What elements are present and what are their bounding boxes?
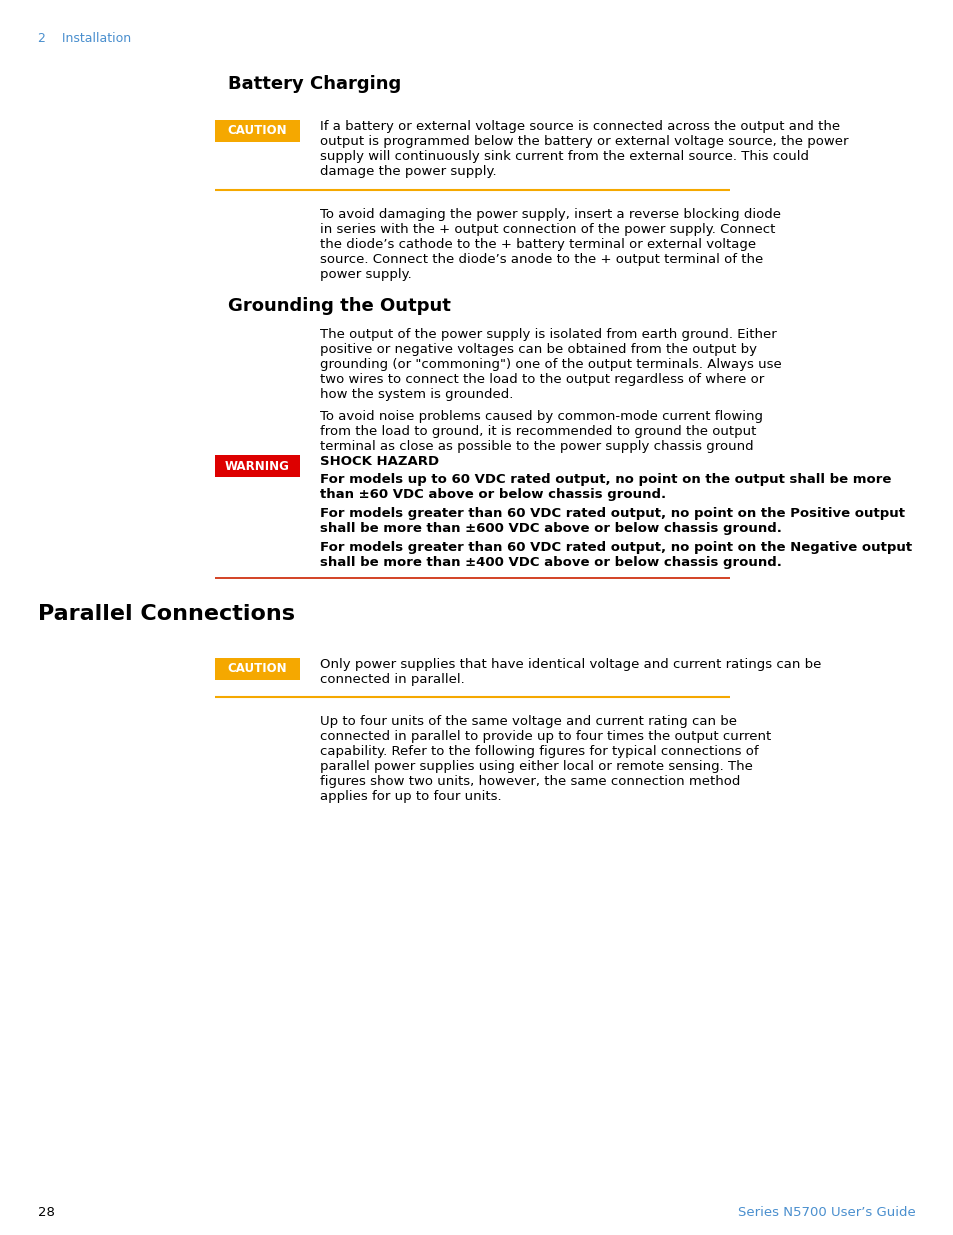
Text: the diode’s cathode to the + battery terminal or external voltage: the diode’s cathode to the + battery ter… — [319, 238, 756, 251]
Text: in series with the + output connection of the power supply. Connect: in series with the + output connection o… — [319, 224, 775, 236]
Text: applies for up to four units.: applies for up to four units. — [319, 790, 501, 803]
Text: two wires to connect the load to the output regardless of where or: two wires to connect the load to the out… — [319, 373, 763, 387]
Text: CAUTION: CAUTION — [228, 125, 287, 137]
Text: grounding (or "commoning") one of the output terminals. Always use: grounding (or "commoning") one of the ou… — [319, 358, 781, 370]
Text: shall be more than ±400 VDC above or below chassis ground.: shall be more than ±400 VDC above or bel… — [319, 556, 781, 569]
FancyBboxPatch shape — [214, 658, 299, 680]
Text: how the system is grounded.: how the system is grounded. — [319, 388, 513, 401]
Text: SHOCK HAZARD: SHOCK HAZARD — [319, 454, 438, 468]
Text: power supply.: power supply. — [319, 268, 412, 282]
Text: For models greater than 60 VDC rated output, no point on the Positive output: For models greater than 60 VDC rated out… — [319, 508, 904, 520]
Text: Parallel Connections: Parallel Connections — [38, 604, 294, 624]
Text: supply will continuously sink current from the external source. This could: supply will continuously sink current fr… — [319, 149, 808, 163]
Text: from the load to ground, it is recommended to ground the output: from the load to ground, it is recommend… — [319, 425, 756, 438]
Text: To avoid noise problems caused by common-mode current flowing: To avoid noise problems caused by common… — [319, 410, 762, 424]
Text: positive or negative voltages can be obtained from the output by: positive or negative voltages can be obt… — [319, 343, 757, 356]
FancyBboxPatch shape — [214, 120, 299, 142]
Text: Series N5700 User’s Guide: Series N5700 User’s Guide — [738, 1207, 915, 1219]
Text: figures show two units, however, the same connection method: figures show two units, however, the sam… — [319, 776, 740, 788]
Text: connected in parallel.: connected in parallel. — [319, 673, 464, 685]
Text: Grounding the Output: Grounding the Output — [228, 296, 451, 315]
Text: Only power supplies that have identical voltage and current ratings can be: Only power supplies that have identical … — [319, 658, 821, 671]
Text: connected in parallel to provide up to four times the output current: connected in parallel to provide up to f… — [319, 730, 770, 743]
Text: than ±60 VDC above or below chassis ground.: than ±60 VDC above or below chassis grou… — [319, 488, 665, 501]
Text: WARNING: WARNING — [225, 459, 290, 473]
Text: parallel power supplies using either local or remote sensing. The: parallel power supplies using either loc… — [319, 760, 752, 773]
Text: 2    Installation: 2 Installation — [38, 32, 131, 44]
Text: CAUTION: CAUTION — [228, 662, 287, 676]
Text: Up to four units of the same voltage and current rating can be: Up to four units of the same voltage and… — [319, 715, 737, 727]
Text: For models greater than 60 VDC rated output, no point on the Negative output: For models greater than 60 VDC rated out… — [319, 541, 911, 555]
Text: The output of the power supply is isolated from earth ground. Either: The output of the power supply is isolat… — [319, 329, 776, 341]
Text: For models up to 60 VDC rated output, no point on the output shall be more: For models up to 60 VDC rated output, no… — [319, 473, 890, 487]
Text: capability. Refer to the following figures for typical connections of: capability. Refer to the following figur… — [319, 745, 758, 758]
Text: damage the power supply.: damage the power supply. — [319, 165, 497, 178]
Text: Battery Charging: Battery Charging — [228, 75, 401, 93]
Text: terminal as close as possible to the power supply chassis ground: terminal as close as possible to the pow… — [319, 440, 753, 453]
Text: output is programmed below the battery or external voltage source, the power: output is programmed below the battery o… — [319, 135, 847, 148]
FancyBboxPatch shape — [214, 454, 299, 477]
Text: To avoid damaging the power supply, insert a reverse blocking diode: To avoid damaging the power supply, inse… — [319, 207, 781, 221]
Text: shall be more than ±600 VDC above or below chassis ground.: shall be more than ±600 VDC above or bel… — [319, 522, 781, 535]
Text: 28: 28 — [38, 1207, 55, 1219]
Text: source. Connect the diode’s anode to the + output terminal of the: source. Connect the diode’s anode to the… — [319, 253, 762, 266]
Text: If a battery or external voltage source is connected across the output and the: If a battery or external voltage source … — [319, 120, 840, 133]
